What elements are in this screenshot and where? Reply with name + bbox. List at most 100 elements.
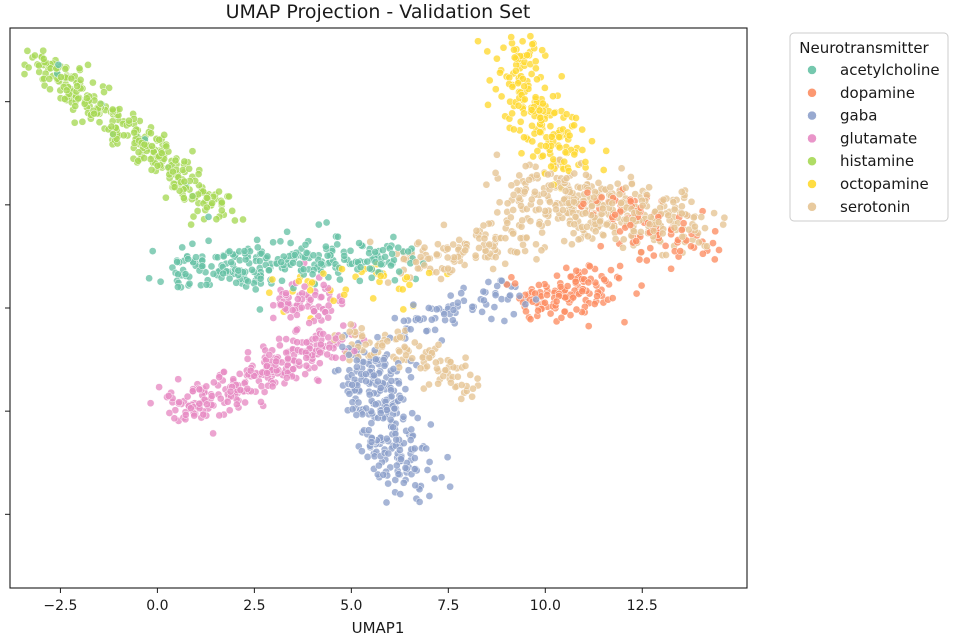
data-point-glutamate [275, 335, 283, 343]
data-point-dopamine [711, 227, 720, 236]
legend: Neurotransmitter acetylcholine dopamine ga… [789, 32, 949, 222]
data-point-dopamine [563, 282, 572, 290]
data-point-dopamine [637, 281, 646, 290]
data-point-glutamate [310, 307, 318, 316]
data-point-glutamate [263, 369, 271, 377]
data-point-glutamate [146, 399, 155, 408]
legend-entries: acetylcholine dopamine gaba glutamate histam… [807, 61, 940, 216]
data-point-octopamine [555, 133, 563, 141]
data-point-histamine [115, 105, 124, 113]
data-point-gaba [391, 476, 400, 484]
data-point-gaba [399, 478, 408, 487]
data-point-dopamine [709, 239, 717, 247]
data-point-octopamine [547, 132, 556, 141]
data-point-gaba [362, 377, 370, 386]
data-point-acetylcholine [395, 267, 404, 276]
data-point-octopamine [539, 99, 547, 108]
data-point-octopamine [294, 277, 303, 286]
data-point-histamine [180, 194, 188, 202]
data-point-serotonin [570, 197, 578, 206]
data-point-glutamate [263, 362, 271, 370]
data-point-acetylcholine [251, 285, 260, 294]
data-point-histamine [67, 74, 76, 83]
data-point-acetylcholine [286, 239, 295, 247]
data-point-acetylcholine [376, 260, 385, 269]
data-point-serotonin [606, 183, 615, 192]
data-point-gaba [348, 405, 357, 414]
data-point-serotonin [526, 217, 535, 225]
data-point-octopamine [528, 121, 536, 130]
data-point-octopamine [578, 146, 587, 154]
data-point-gaba [338, 343, 347, 351]
data-point-serotonin [408, 354, 417, 363]
data-point-acetylcholine [278, 276, 286, 285]
data-point-acetylcholine [301, 240, 310, 249]
data-point-acetylcholine [54, 60, 63, 69]
data-point-acetylcholine [309, 251, 318, 260]
data-point-serotonin [424, 254, 433, 263]
data-point-gaba [389, 423, 397, 432]
data-point-octopamine [520, 95, 529, 104]
data-point-glutamate [257, 382, 266, 391]
data-point-histamine [217, 206, 226, 215]
data-point-histamine [171, 156, 180, 165]
legend-marker-histamine [807, 156, 817, 166]
data-point-serotonin [416, 364, 425, 373]
data-point-serotonin [678, 232, 687, 241]
data-point-glutamate [314, 312, 323, 321]
data-point-histamine [71, 102, 80, 110]
data-point-glutamate [284, 354, 292, 363]
data-point-serotonin [338, 333, 347, 341]
data-point-serotonin [410, 338, 419, 347]
data-point-serotonin [525, 176, 533, 184]
legend-label-octopamine: octopamine [840, 175, 929, 193]
data-point-serotonin [491, 253, 500, 261]
data-point-octopamine [399, 305, 408, 314]
data-point-glutamate [331, 334, 340, 343]
data-point-octopamine [514, 101, 523, 110]
data-point-gaba [406, 436, 415, 444]
x-tick-label: 10.0 [530, 598, 561, 614]
data-point-dopamine [649, 251, 658, 260]
data-point-gaba [399, 412, 408, 421]
data-point-serotonin [646, 213, 655, 222]
data-point-dopamine [579, 199, 588, 208]
data-point-serotonin [619, 243, 627, 252]
data-point-acetylcholine [253, 236, 261, 244]
data-point-gaba [354, 398, 363, 407]
data-point-dopamine [626, 221, 635, 229]
data-point-serotonin [461, 353, 470, 362]
data-point-serotonin [402, 351, 410, 360]
data-point-octopamine [588, 137, 596, 146]
data-point-octopamine [549, 92, 557, 101]
data-point-serotonin [414, 238, 423, 247]
data-point-octopamine [308, 278, 316, 287]
data-point-serotonin [384, 278, 392, 287]
data-point-glutamate [292, 326, 301, 335]
data-point-serotonin [638, 201, 647, 210]
data-point-gaba [478, 308, 486, 316]
data-point-histamine [39, 46, 48, 55]
data-point-acetylcholine [356, 263, 365, 272]
data-point-gaba [448, 316, 457, 325]
data-point-dopamine [571, 277, 580, 286]
data-point-glutamate [209, 429, 217, 438]
data-point-serotonin [590, 193, 598, 202]
data-point-serotonin [507, 181, 516, 190]
data-point-acetylcholine [336, 275, 344, 284]
data-point-histamine [89, 78, 97, 87]
data-point-dopamine [566, 272, 575, 281]
chart-title: UMAP Projection - Validation Set [226, 1, 531, 23]
data-point-serotonin [522, 233, 531, 242]
data-point-dopamine [572, 266, 581, 275]
data-point-serotonin [418, 353, 427, 362]
data-point-dopamine [699, 249, 707, 258]
data-point-glutamate [233, 400, 241, 409]
data-point-octopamine [507, 33, 516, 41]
data-point-glutamate [225, 406, 234, 415]
data-point-histamine [84, 61, 92, 69]
x-tick-label: 7.5 [437, 598, 459, 614]
data-point-serotonin [552, 205, 560, 214]
data-point-octopamine [529, 152, 537, 161]
